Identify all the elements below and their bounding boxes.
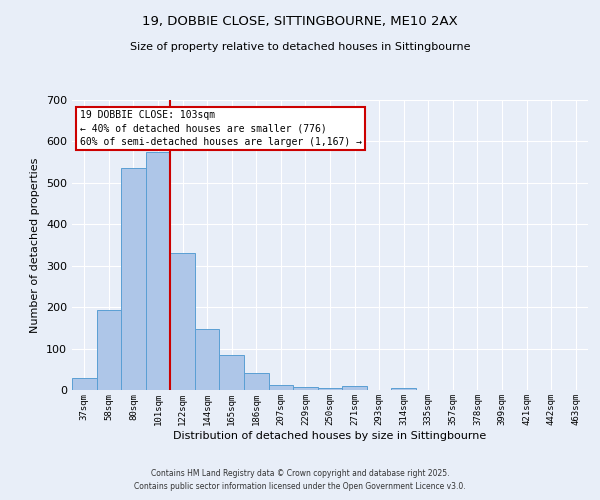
Bar [269,385,293,390]
Text: Contains HM Land Registry data © Crown copyright and database right 2025.: Contains HM Land Registry data © Crown c… [151,468,449,477]
Text: 19 DOBBIE CLOSE: 103sqm
← 40% of detached houses are smaller (776)
60% of semi-d: 19 DOBBIE CLOSE: 103sqm ← 40% of detache… [80,110,362,146]
Bar [391,388,416,390]
Bar [97,310,121,390]
Bar [244,374,269,390]
Bar [72,378,97,390]
Bar [146,152,170,390]
Y-axis label: Number of detached properties: Number of detached properties [31,158,40,332]
X-axis label: Distribution of detached houses by size in Sittingbourne: Distribution of detached houses by size … [173,430,487,440]
Text: Contains public sector information licensed under the Open Government Licence v3: Contains public sector information licen… [134,482,466,491]
Text: 19, DOBBIE CLOSE, SITTINGBOURNE, ME10 2AX: 19, DOBBIE CLOSE, SITTINGBOURNE, ME10 2A… [142,15,458,28]
Bar [195,328,220,390]
Bar [220,355,244,390]
Bar [170,254,195,390]
Text: Size of property relative to detached houses in Sittingbourne: Size of property relative to detached ho… [130,42,470,52]
Bar [342,386,367,390]
Bar [121,168,146,390]
Bar [318,388,342,390]
Bar [293,386,318,390]
